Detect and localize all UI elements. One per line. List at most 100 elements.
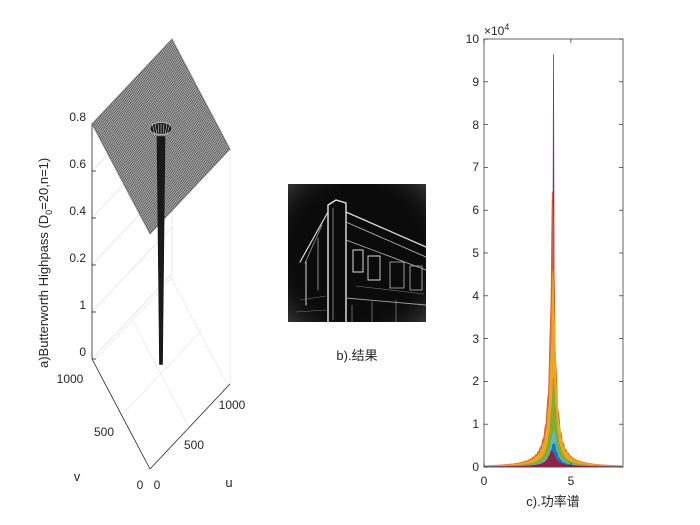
surface-mesh-line bbox=[164, 46, 223, 158]
eave-edge bbox=[345, 239, 427, 271]
surface-mesh-line bbox=[153, 58, 212, 170]
surface-mesh-line bbox=[102, 59, 184, 145]
surface-mesh-line bbox=[96, 47, 177, 133]
y-tick-label: 8 bbox=[472, 118, 479, 132]
window-edge bbox=[409, 265, 423, 291]
butterworth-surface bbox=[91, 38, 231, 365]
surface-mesh-line bbox=[144, 68, 203, 179]
y-tick-label: 9 bbox=[472, 75, 479, 89]
y-tick-label: 5 bbox=[472, 246, 479, 260]
surface-mesh-line bbox=[171, 38, 231, 150]
v-tick-label: 1000 bbox=[57, 372, 84, 386]
u-tick-label: 500 bbox=[184, 438, 204, 452]
surface-crater-mesh bbox=[157, 123, 160, 135]
v-axis-line bbox=[91, 358, 151, 470]
surface-mesh-line bbox=[161, 49, 221, 160]
surface-mesh-line bbox=[154, 57, 213, 168]
y-tick-label: 1 bbox=[472, 417, 479, 431]
surface-mesh-line bbox=[107, 68, 188, 154]
z-axis-label-subscript: 0 bbox=[44, 210, 54, 215]
window-edge bbox=[352, 249, 364, 273]
surface-mesh-line bbox=[166, 44, 226, 155]
surface-mesh-line bbox=[165, 45, 224, 156]
surface-mesh-line bbox=[99, 52, 180, 138]
surface-mesh-line bbox=[93, 42, 174, 128]
u-axis-line bbox=[149, 383, 231, 470]
y-tick-label: 6 bbox=[472, 203, 479, 217]
surface-mesh-line bbox=[112, 78, 194, 164]
spectrum-exponent-label: ×104 bbox=[484, 22, 509, 38]
roof-edge bbox=[299, 211, 329, 263]
surface-plot-tick-labels: 0 0.2 0.4 0.6 0.8 1 0 500 1000 0 500 100… bbox=[57, 110, 246, 492]
texture-edge bbox=[295, 285, 425, 313]
surface-mesh-line bbox=[99, 54, 181, 140]
z-tick-label: 0.2 bbox=[69, 251, 86, 265]
floor-gridline bbox=[130, 317, 190, 428]
surface-notch bbox=[156, 136, 166, 365]
surface-mesh-line bbox=[145, 66, 204, 177]
surface-mesh-line bbox=[100, 56, 182, 142]
y-tick-label: 4 bbox=[472, 289, 479, 303]
surface-mesh-line bbox=[160, 50, 219, 162]
spectrum-y-tick-labels: 0 1 2 3 4 5 6 7 8 9 10 bbox=[466, 32, 480, 474]
exponent-base: ×10 bbox=[484, 24, 505, 38]
surface-plot-axes bbox=[91, 123, 231, 470]
surface-mesh-line bbox=[158, 53, 217, 164]
y-tick-label: 0 bbox=[472, 460, 479, 474]
surface-mesh-line bbox=[97, 49, 178, 135]
filtered-image-vignette bbox=[288, 184, 426, 322]
surface-z-axis-label: a)Butterworth Highpass (D0=20,n=1) bbox=[36, 158, 54, 368]
surface-crater-mesh bbox=[166, 123, 171, 135]
surface-mesh-line bbox=[91, 38, 173, 125]
panel-a-surface-plot: 0 0.2 0.4 0.6 0.8 1 0 500 1000 0 500 100… bbox=[36, 38, 246, 492]
spectrum-x-axis-label: c).功率谱 bbox=[526, 494, 579, 509]
surface-mesh-line bbox=[95, 45, 176, 132]
window-edge bbox=[367, 255, 381, 281]
surface-mesh-line bbox=[143, 69, 202, 180]
v-tick-label: 500 bbox=[94, 425, 114, 439]
surface-mesh-line bbox=[156, 54, 216, 166]
floor-gridline bbox=[121, 330, 202, 416]
spectrum-series-area bbox=[483, 271, 624, 468]
surface-mesh-line bbox=[168, 42, 227, 154]
surface-mesh-line bbox=[105, 64, 186, 150]
surface-mesh-line bbox=[113, 80, 194, 166]
surface-mesh-line bbox=[94, 44, 175, 130]
z-tick-label: 0.8 bbox=[69, 110, 86, 124]
surface-mesh-line bbox=[148, 64, 207, 175]
surface-mesh-line bbox=[159, 52, 218, 163]
surface-mesh-line bbox=[169, 41, 228, 152]
spectrum-series-area bbox=[483, 377, 624, 468]
ground-edge bbox=[345, 297, 427, 306]
z-tick-label: 0.6 bbox=[69, 157, 86, 171]
surface-mesh-line bbox=[110, 74, 192, 161]
surface-mesh-line bbox=[170, 40, 229, 151]
surface-crater-mesh bbox=[162, 123, 165, 135]
panel-c-power-spectrum: 0 1 2 3 4 5 6 7 8 9 10 0 5 ×104 c).功率谱 bbox=[466, 22, 624, 509]
surface-mesh-line bbox=[149, 62, 208, 174]
y-tick-label: 10 bbox=[466, 32, 480, 46]
surface-mesh-line bbox=[103, 61, 184, 147]
surface-crater-mesh bbox=[151, 123, 156, 135]
z-axis-label-prefix: a)Butterworth Highpass (D bbox=[36, 215, 51, 368]
surface-crater-mesh bbox=[164, 123, 168, 135]
z-tick-label: 1 bbox=[79, 298, 86, 312]
roof-edge bbox=[304, 224, 323, 264]
surface-mesh-line bbox=[98, 50, 179, 137]
surface-mesh-line bbox=[104, 62, 185, 149]
spectrum-ticks bbox=[483, 38, 623, 468]
surface-mesh-line bbox=[163, 48, 222, 159]
surface-mesh-line bbox=[151, 60, 211, 171]
v-tick-label: 0 bbox=[137, 478, 144, 492]
surface-mesh-line bbox=[119, 92, 201, 178]
u-tick-label: 0 bbox=[154, 478, 161, 492]
v-axis-label: v bbox=[74, 469, 81, 484]
chimney-edge bbox=[327, 199, 347, 323]
y-tick-label: 2 bbox=[472, 374, 479, 388]
surface-mesh-line bbox=[109, 71, 190, 157]
roof-edge bbox=[345, 211, 427, 248]
surface-mesh-line bbox=[150, 61, 209, 172]
u-axis-label: u bbox=[225, 475, 232, 490]
x-tick-label: 0 bbox=[481, 474, 488, 488]
surface-mesh-line bbox=[146, 65, 206, 176]
